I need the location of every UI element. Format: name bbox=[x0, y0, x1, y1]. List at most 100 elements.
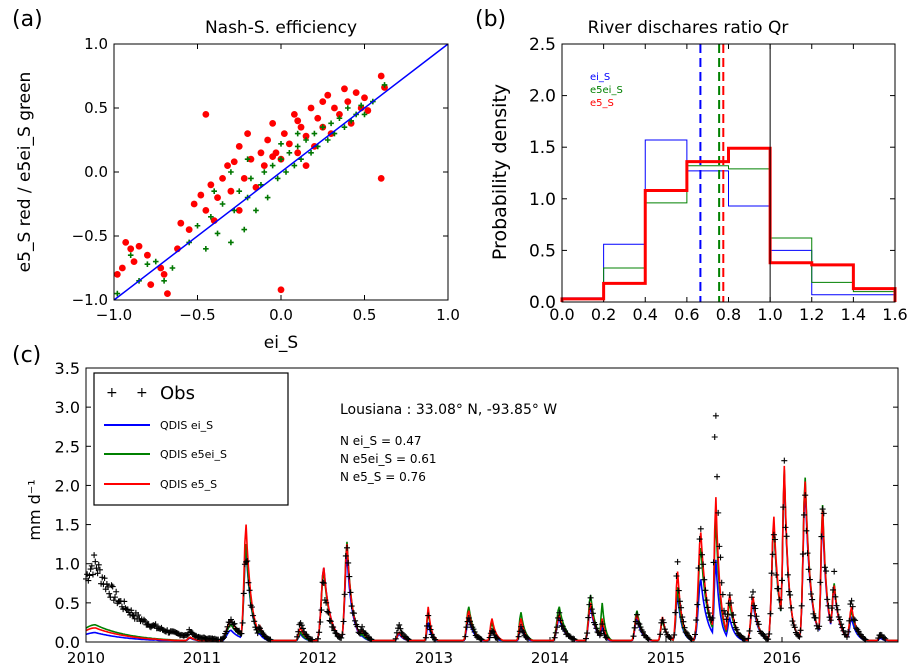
chart-c-obs-point bbox=[783, 533, 790, 540]
chart-c-obs-point bbox=[112, 594, 118, 601]
chart-c-obs-point bbox=[845, 628, 852, 635]
chart-c-obs-point bbox=[777, 605, 784, 612]
chart-c-obs-point bbox=[486, 634, 493, 641]
chart-c-obs-point bbox=[741, 636, 748, 643]
chart-a-xtick-label: −1.0 bbox=[96, 306, 132, 324]
chart-c-obs-point bbox=[832, 593, 839, 600]
chart-c-obs-point bbox=[678, 604, 685, 611]
chart-a-point-red bbox=[113, 271, 121, 278]
chart-c-yticks: 0.0 0.5 1.0 1.5 2.0 2.5 3.0 3.5 bbox=[55, 359, 898, 652]
chart-a-point-red bbox=[219, 175, 226, 182]
chart-a-point-red bbox=[302, 162, 310, 170]
chart-a-point-red bbox=[185, 226, 193, 234]
chart-c-obs-point bbox=[359, 623, 366, 630]
chart-c-obs-point bbox=[808, 591, 814, 598]
chart-a-point-red bbox=[235, 207, 243, 214]
chart-a-point-green bbox=[244, 156, 251, 162]
chart-a-point-green bbox=[358, 102, 364, 109]
chart-a-point-red bbox=[377, 72, 385, 80]
chart-c-obs-point bbox=[694, 601, 701, 608]
chart-a-point-green bbox=[219, 201, 226, 207]
chart-a-point-green bbox=[294, 130, 301, 137]
chart-c-obs-point bbox=[250, 612, 257, 619]
chart-c-obs-point bbox=[837, 616, 843, 623]
chart-c-obs-point bbox=[340, 618, 347, 625]
chart-c-obs-point bbox=[318, 607, 325, 614]
chart-c-xtick-label: 2014 bbox=[531, 649, 569, 667]
chart-c-obs-point bbox=[875, 635, 882, 642]
chart-b-title: River dischares ratio Qr bbox=[588, 18, 789, 38]
chart-c-obs-point bbox=[239, 619, 246, 626]
chart-c-obs-point bbox=[338, 634, 345, 641]
chart-a-ytick-label: −1.0 bbox=[72, 291, 108, 309]
chart-b-legend-label: ei_S bbox=[590, 72, 610, 83]
chart-c-obs-point bbox=[819, 506, 826, 513]
chart-c-obs-point bbox=[587, 594, 594, 601]
chart-c-obs-point bbox=[766, 630, 773, 637]
chart-a-point-red bbox=[244, 130, 252, 138]
chart-a-point-green bbox=[278, 156, 284, 162]
chart-c-obs-point bbox=[101, 575, 108, 582]
chart-c-obs-point bbox=[571, 636, 578, 643]
chart-c-obs-point bbox=[524, 635, 531, 642]
chart-a-point-red bbox=[130, 258, 138, 265]
chart-a-point-green bbox=[269, 162, 276, 169]
chart-a-point-green bbox=[214, 230, 221, 237]
chart-c-obs-point bbox=[255, 624, 262, 631]
chart-c-obs-point bbox=[679, 614, 686, 621]
chart-a-point-red bbox=[164, 290, 171, 297]
chart-a-point-red bbox=[240, 175, 248, 182]
chart-c-obs-point bbox=[644, 635, 651, 642]
chart-b-yticks: 0.0 0.5 1.0 1.5 2.0 2.5 bbox=[529, 35, 895, 313]
chart-c-obs-point bbox=[248, 604, 255, 611]
chart-a-point-red bbox=[190, 200, 198, 208]
chart-c-ytick-label: 2.0 bbox=[55, 476, 80, 495]
chart-c-obs-point bbox=[466, 618, 473, 625]
chart-c-obs-point bbox=[600, 627, 607, 634]
chart-c-obs-point bbox=[852, 617, 859, 624]
chart-c-obs-point bbox=[515, 633, 522, 640]
chart-a-point-green bbox=[264, 194, 271, 201]
chart-b-marks bbox=[560, 44, 897, 302]
chart-c-obs-point bbox=[347, 589, 354, 596]
chart-a-point-green bbox=[381, 82, 388, 88]
chart-c-obs-point bbox=[89, 571, 96, 578]
chart-a-point-red bbox=[118, 264, 126, 272]
chart-a-point-red bbox=[294, 149, 302, 157]
chart-c-obs-point bbox=[295, 628, 302, 635]
chart-a-point-red bbox=[324, 91, 332, 99]
chart-c-obs-point bbox=[106, 590, 113, 597]
chart-c-obs-point bbox=[152, 621, 159, 628]
chart-c-obs-point bbox=[750, 588, 756, 595]
chart-a-point-green bbox=[228, 169, 234, 175]
chart-c-obs-point bbox=[368, 636, 375, 643]
chart-c-obs-point bbox=[586, 601, 593, 608]
chart-c-frame bbox=[85, 367, 899, 643]
chart-a-point-red bbox=[280, 130, 288, 138]
chart-a-ytick-label: 0.0 bbox=[84, 163, 108, 181]
chart-a-point-red bbox=[202, 111, 210, 118]
chart-c-obs-point bbox=[789, 618, 796, 625]
chart-c-obs-point bbox=[830, 586, 837, 593]
chart-b-xtick-label: 1.6 bbox=[882, 305, 907, 324]
chart-c-obs-point bbox=[109, 583, 116, 590]
chart-c-obs-point bbox=[91, 552, 98, 559]
chart-c-obs-point bbox=[784, 571, 791, 578]
chart-c-obs-point bbox=[556, 609, 563, 616]
chart-c-obs-point bbox=[818, 533, 825, 540]
chart-a-point-green bbox=[236, 188, 243, 194]
chart-a-point-red bbox=[247, 155, 255, 163]
chart-c-ytick-label: 0.0 bbox=[55, 633, 80, 652]
chart-c-obs-point bbox=[341, 591, 348, 598]
chart-c-obs-point bbox=[224, 623, 231, 630]
chart-c-obs-point bbox=[350, 610, 357, 617]
chart-c-obs-point bbox=[752, 605, 759, 612]
chart-c-obs-point bbox=[230, 621, 237, 628]
chart-c-obs-point bbox=[702, 587, 709, 594]
chart-a-point-green bbox=[144, 261, 151, 267]
chart-a-point-green bbox=[161, 278, 167, 284]
chart-c-obs-point bbox=[666, 634, 673, 641]
chart-c-obs-point bbox=[238, 630, 245, 637]
chart-c-obs-point bbox=[754, 618, 761, 625]
chart-c-obs-point bbox=[478, 636, 485, 643]
